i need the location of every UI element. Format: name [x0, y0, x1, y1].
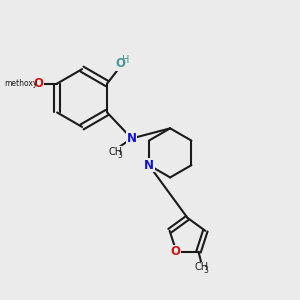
Text: CH: CH	[194, 262, 208, 272]
Text: O: O	[116, 57, 125, 70]
Text: N: N	[144, 159, 154, 172]
Text: methoxy: methoxy	[4, 79, 38, 88]
Text: O: O	[170, 245, 180, 258]
Text: H: H	[122, 56, 130, 65]
Text: O: O	[34, 77, 44, 90]
Text: 3: 3	[117, 151, 122, 160]
Text: CH: CH	[108, 147, 122, 157]
Text: N: N	[127, 132, 136, 145]
Text: 3: 3	[204, 266, 208, 275]
